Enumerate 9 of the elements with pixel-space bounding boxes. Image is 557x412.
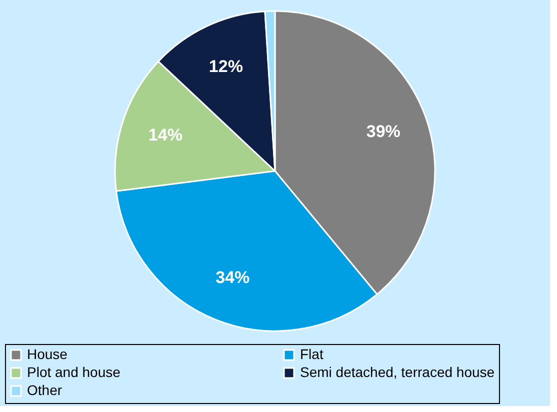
legend-label: Flat <box>300 346 324 362</box>
legend-label: Semi detached, terraced house <box>300 364 495 380</box>
data-label: 12% <box>208 56 243 76</box>
data-label: 34% <box>216 268 250 288</box>
legend-label: Plot and house <box>27 364 121 380</box>
data-label: 14% <box>148 125 182 144</box>
legend-label: House <box>27 346 68 362</box>
legend-label: Other <box>27 382 62 398</box>
data-label: 39% <box>366 122 400 141</box>
